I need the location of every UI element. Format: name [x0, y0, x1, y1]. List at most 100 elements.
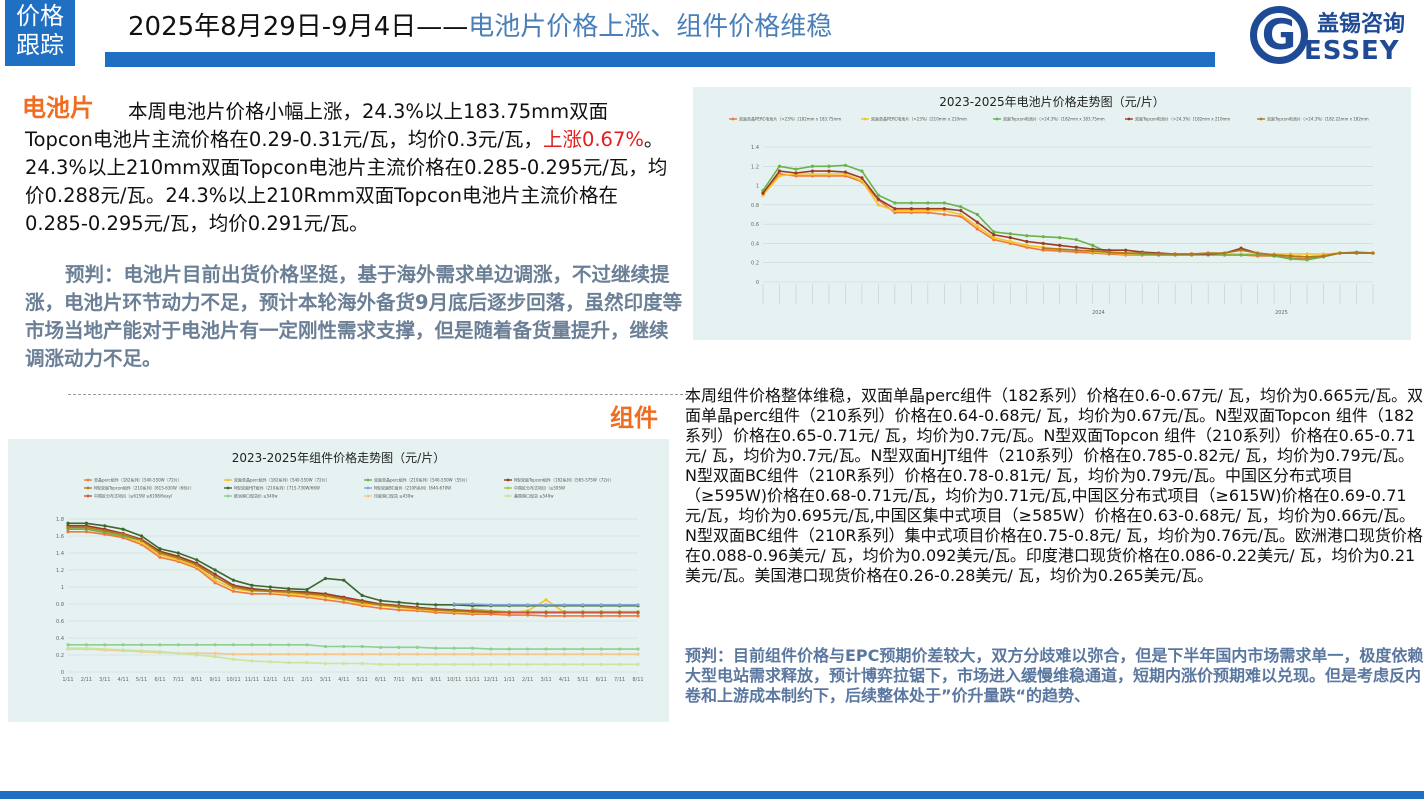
data-point [342, 578, 346, 582]
legend-label: 双面单晶PERC电池片（>23%）[182mm x 183.75mm [739, 116, 841, 122]
data-point [434, 646, 438, 650]
data-point [1058, 243, 1062, 247]
data-point [415, 662, 419, 666]
data-point [1157, 252, 1161, 256]
data-point [139, 643, 144, 647]
data-point [231, 578, 236, 582]
legend-marker [366, 486, 370, 490]
data-point [636, 652, 640, 656]
cells-chart-title: 2023-2025年电池片价格走势图（元/片） [939, 95, 1165, 109]
data-point [1041, 235, 1045, 239]
data-point [1058, 247, 1062, 251]
data-point [599, 662, 603, 666]
data-point [794, 171, 798, 175]
data-point [250, 588, 254, 592]
data-point [942, 207, 946, 211]
data-point [158, 643, 162, 647]
data-point [507, 647, 511, 651]
data-point [507, 662, 511, 666]
data-point [231, 652, 236, 656]
logo-g-letter: G [1250, 6, 1308, 64]
data-point [323, 593, 328, 598]
data-point [926, 207, 930, 211]
x-tick-label: 12/11 [484, 677, 498, 683]
data-point [342, 600, 346, 604]
data-point [636, 647, 640, 651]
data-point [1041, 241, 1045, 246]
data-point [250, 652, 254, 656]
x-tick-label: 6/11 [154, 677, 165, 683]
data-point [581, 603, 585, 607]
x-tick-label: 5/11 [136, 677, 147, 683]
data-point [599, 614, 603, 618]
data-point [1025, 243, 1029, 247]
data-point [231, 585, 236, 589]
data-point [231, 589, 236, 593]
data-point [489, 662, 493, 666]
data-point [1288, 254, 1293, 258]
data-point [397, 662, 401, 666]
data-point [434, 652, 438, 656]
data-point [213, 643, 217, 647]
data-point [544, 647, 548, 651]
data-point [992, 233, 996, 237]
data-point [526, 652, 530, 656]
data-point [213, 568, 217, 572]
data-point [323, 598, 328, 602]
data-point [1173, 252, 1177, 256]
data-point [158, 650, 162, 654]
data-point [84, 525, 88, 530]
x-tick-label: 10/11 [226, 677, 240, 683]
data-point [268, 660, 272, 664]
data-point [827, 164, 831, 168]
data-point [250, 659, 254, 663]
data-point [342, 644, 346, 649]
data-point [599, 610, 603, 615]
data-point [562, 652, 567, 656]
data-point [397, 604, 401, 609]
data-point [876, 203, 881, 207]
legend-label: 双面单晶PERC电池片（>23%）[210mm x 210mm [871, 116, 967, 122]
x-tick-label: 4/11 [559, 677, 570, 683]
data-point [287, 590, 291, 594]
data-point [959, 205, 963, 209]
data-point [1074, 237, 1078, 242]
data-point [84, 643, 88, 647]
data-point [66, 646, 70, 650]
x-tick-label: 7/11 [614, 677, 625, 683]
x-tick-label: 1/11 [62, 677, 73, 683]
y-tick-label: 0.4 [751, 241, 759, 247]
data-point [1338, 251, 1342, 255]
y-tick-label: 1.6 [56, 534, 64, 540]
data-point [489, 610, 493, 614]
data-point [121, 648, 125, 652]
series-line [762, 170, 1373, 258]
data-point [507, 610, 511, 615]
legend-label: 中国区分布式项目（≥615W ≥6198/6eay/ [94, 493, 173, 499]
data-point [213, 572, 217, 576]
data-point [507, 652, 511, 656]
x-tick-label: 7/11 [393, 677, 404, 683]
data-point [777, 169, 782, 173]
data-point [1124, 251, 1128, 255]
data-point [618, 603, 622, 607]
legend-marker [86, 494, 90, 498]
data-point [942, 212, 946, 217]
data-point [342, 652, 346, 656]
data-point [415, 606, 419, 610]
data-point [121, 532, 125, 536]
data-point [342, 661, 346, 666]
data-point [1321, 254, 1326, 258]
y-tick-label: 1.4 [56, 551, 64, 557]
data-point [287, 643, 291, 647]
legend-label: 双面单晶perc组件（182系列）[540-550W（72片） [234, 477, 330, 483]
data-point [287, 652, 291, 656]
legend-label: 双面Topcon电池片（>24.3%）[182.22mm x 182mm [1267, 116, 1369, 122]
data-point [599, 652, 603, 656]
data-point [489, 603, 493, 607]
data-point [636, 614, 640, 618]
data-point [323, 644, 328, 649]
data-point [876, 197, 881, 201]
data-point [1354, 251, 1359, 255]
y-tick-label: 0.6 [56, 619, 64, 625]
